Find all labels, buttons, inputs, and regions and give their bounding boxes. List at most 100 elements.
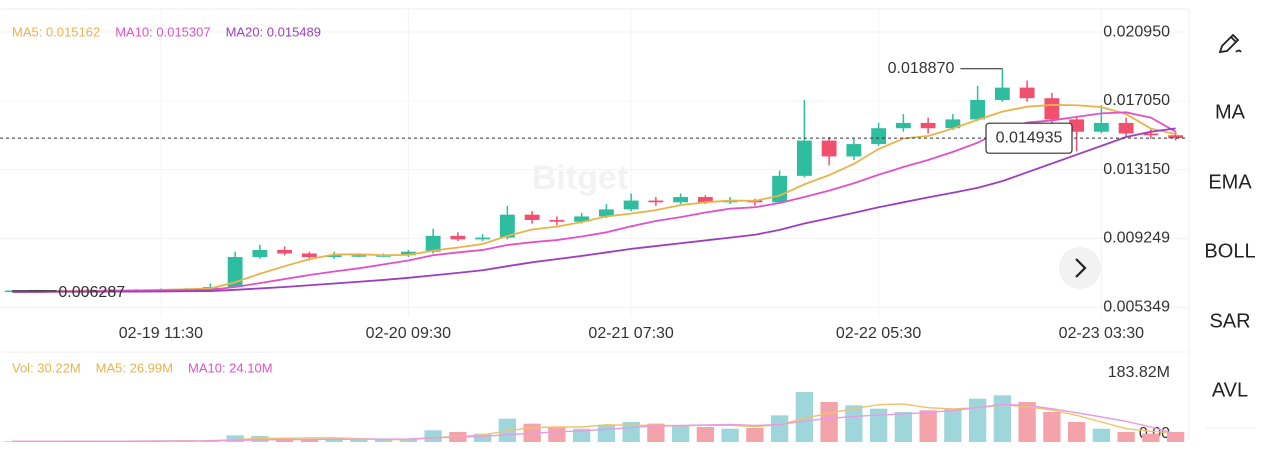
candle-body: [945, 119, 961, 129]
candle-body: [895, 122, 911, 129]
legend-item: MA5: 0.015162: [12, 24, 100, 39]
candle-body: [1168, 135, 1184, 139]
pencil-stroke: [1235, 49, 1242, 53]
legend-item: MA10: 24.10M: [188, 360, 273, 375]
candle-body: [772, 175, 788, 203]
candle-body: [351, 255, 367, 257]
candle-body: [400, 251, 416, 256]
volume-bar: [350, 440, 368, 442]
volume-bar: [226, 435, 244, 442]
ma-line: [12, 127, 1176, 293]
last-price-label: 0.014935: [996, 129, 1063, 146]
y-tick-label: 0.020950: [1103, 23, 1170, 40]
candle-body: [796, 140, 812, 176]
candle-body: [450, 235, 466, 240]
candle-body: [574, 216, 590, 222]
volume-bar: [845, 405, 863, 442]
volume-bar: [919, 410, 937, 442]
volume-bar: [548, 427, 566, 442]
sidebar-item[interactable]: EMA: [1208, 171, 1252, 193]
candle-body: [549, 219, 565, 222]
volume-bar: [721, 428, 739, 442]
volume-bar: [325, 439, 343, 442]
candle-body: [524, 214, 540, 220]
candle-body: [301, 253, 317, 258]
candle-body: [1118, 122, 1134, 134]
legend-item: Vol: 30.22M: [12, 360, 81, 375]
candle-body: [1143, 133, 1159, 136]
candle-body: [697, 197, 713, 203]
candle-body: [846, 144, 862, 157]
volume-bar: [1166, 431, 1185, 442]
y-tick-label: 0.017050: [1103, 92, 1170, 109]
x-tick-label: 02-21 07:30: [588, 325, 674, 342]
x-tick-label: 02-19 11:30: [119, 325, 203, 342]
candle-body: [326, 255, 342, 258]
x-tick-label: 02-20 09:30: [366, 325, 452, 342]
legend-item: MA20: 0.015489: [226, 24, 321, 39]
legend-item: MA5: 26.99M: [96, 360, 173, 375]
volume-bar: [300, 439, 319, 442]
candle-body: [252, 249, 268, 258]
volume-bar: [1117, 432, 1135, 442]
candle-body: [970, 99, 986, 120]
candle-body: [648, 200, 664, 203]
volume-bar: [944, 408, 962, 442]
sidebar-item[interactable]: AVL: [1212, 379, 1248, 401]
high-label: 0.018870: [888, 60, 955, 77]
candle-body: [821, 140, 837, 157]
candle-body: [920, 122, 936, 129]
sidebar-item[interactable]: MA: [1215, 101, 1246, 123]
candle-body: [499, 214, 515, 238]
volume-bar: [1092, 428, 1111, 442]
vol-tick-label: 183.82M: [1108, 364, 1170, 381]
volume-bar: [869, 408, 888, 442]
volume-bar: [597, 425, 616, 442]
y-tick-label: 0.005349: [1103, 299, 1170, 316]
volume-bar: [770, 415, 789, 442]
chevron: [1075, 258, 1087, 278]
volume-bar: [473, 433, 492, 442]
candle-body: [1093, 122, 1109, 132]
candle-body: [227, 257, 243, 288]
candle-body: [994, 87, 1010, 100]
watermark: Bitget: [532, 159, 628, 197]
candle-body: [425, 235, 441, 252]
volume-bar: [1067, 422, 1086, 442]
sidebar-item[interactable]: BOLL: [1204, 240, 1255, 262]
candle-body: [598, 209, 614, 217]
volume-bar: [993, 395, 1012, 442]
y-tick-label: 0.013150: [1103, 161, 1170, 178]
volume-bar: [968, 398, 987, 442]
volume-bar: [820, 402, 838, 442]
candle-body: [475, 237, 491, 240]
pencil-icon: [1218, 33, 1240, 54]
low-label: 0.006287: [58, 284, 125, 301]
next-button[interactable]: [1059, 247, 1101, 289]
candle-body: [871, 128, 887, 145]
volume-bar: [572, 428, 591, 442]
x-tick-label: 02-22 05:30: [836, 325, 922, 342]
button-circle: [1059, 247, 1101, 289]
candle-body: [673, 197, 689, 203]
volume-bar: [275, 438, 294, 442]
volume-bar: [1018, 402, 1036, 442]
ma-line: [12, 111, 1177, 293]
volume-bar: [1142, 433, 1160, 442]
candle-body: [1044, 98, 1060, 120]
last-price-box: [985, 122, 1073, 154]
volume-bar: [894, 412, 913, 442]
ma-line: [12, 104, 1176, 293]
draw-icon[interactable]: [1218, 33, 1242, 54]
x-tick-label: 02-23 03:30: [1059, 325, 1145, 342]
volume-bar: [746, 428, 764, 442]
volume-bar: [647, 423, 665, 442]
candle-body: [1069, 119, 1085, 132]
volume-bar: [424, 430, 442, 442]
sidebar-item[interactable]: SAR: [1209, 310, 1250, 332]
volume-bar: [1043, 412, 1061, 442]
vol-ma-line: [12, 403, 1176, 443]
volume-bar: [399, 439, 418, 442]
